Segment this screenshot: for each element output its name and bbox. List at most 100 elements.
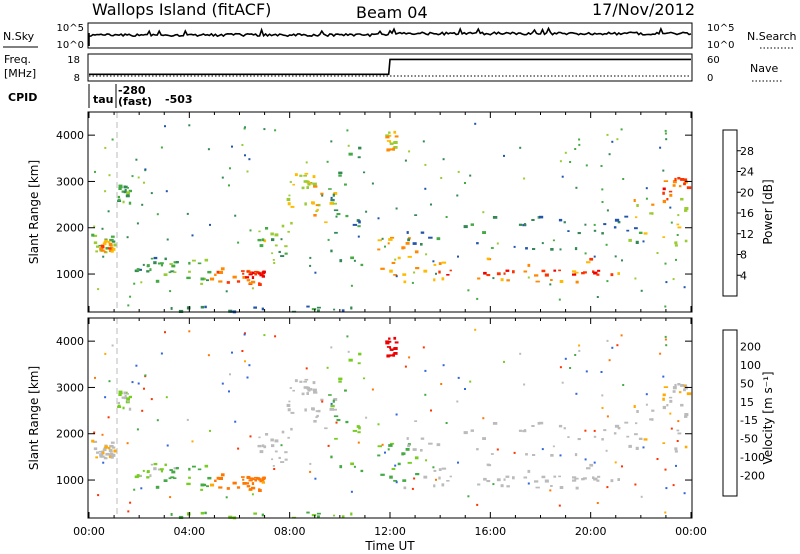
power-cell [388,134,392,137]
power-cell [160,263,163,267]
velocity-cell [666,404,669,407]
velocity-cell [257,444,262,448]
power-cell [191,234,194,237]
velocity-cell [578,344,581,347]
power-cell [525,247,528,250]
velocity-cell [422,346,425,349]
power-cell [684,239,688,243]
velocity-colorbar-tick-label: -50 [740,433,758,446]
power-cell [457,170,460,173]
velocity-cell [358,426,361,430]
velocity-cell [389,475,393,479]
colorbar-frame [722,329,738,497]
velocity-cell [391,467,396,470]
power-cell [675,258,677,261]
power-cell [523,270,528,273]
velocity-cell [344,389,347,392]
power-cell [553,269,557,272]
velocity-cell [633,405,636,408]
velocity-cell [274,439,279,443]
power-cell [226,281,230,284]
power-cell [261,275,265,278]
power-cell [207,148,210,151]
power-cell [600,165,603,167]
velocity-cell [272,465,275,467]
power-cell [242,276,247,279]
power-cell [358,146,362,150]
velocity-cell [574,354,577,356]
power-cell [377,239,382,242]
velocity-cell [338,380,342,383]
velocity-cell [357,431,361,434]
power-cell [273,262,276,264]
velocity-cell [261,444,265,448]
velocity-cell [242,478,245,481]
power-cell [503,154,505,157]
velocity-cell [643,438,648,441]
velocity-cell [490,453,494,455]
power-cell [329,202,334,205]
velocity-cell [128,395,132,399]
velocity-cell [243,333,246,336]
power-cell [314,271,317,274]
power-cell [91,233,95,237]
power-cell [188,124,191,127]
power-cell [624,215,629,218]
power-cell [457,255,459,258]
velocity-cell [593,429,596,432]
power-cell [476,242,479,245]
velocity-cell [126,442,129,445]
power-cell [309,264,312,267]
freq-tick-bottom: 8 [74,73,80,84]
power-cell [251,280,256,284]
power-cell [126,193,130,197]
power-cell [311,308,317,311]
velocity-cell [684,384,688,387]
velocity-cell [482,417,485,420]
power-cell [680,178,685,181]
velocity-cell [684,445,688,449]
velocity-cell [249,435,252,438]
velocity-cell [200,488,204,491]
velocity-cell [642,446,645,449]
power-cell [104,146,107,149]
velocity-cell [251,486,256,490]
power-cell [350,284,353,287]
velocity-cell [394,464,397,467]
velocity-cell [415,473,420,476]
power-cell [259,274,263,277]
power-cell [677,214,680,217]
power-cell [665,138,668,141]
velocity-cell [124,395,127,397]
frequency-panel: Freq. [MHz] 18 8 60 0 Nave [4,53,782,84]
power-cell [395,207,398,210]
velocity-cell [389,346,392,349]
power-cell [414,250,419,254]
power-cell [153,256,158,260]
velocity-cell [464,388,466,390]
station-title: Wallops Island (fitACF) [92,0,271,19]
velocity-cell [207,354,210,357]
power-cell [610,273,614,277]
velocity-cell [341,515,345,518]
velocity-cell [305,367,308,370]
velocity-cell [390,442,395,445]
velocity-cell [320,398,324,401]
velocity-cell [680,384,685,387]
power-cell [330,198,335,202]
velocity-cell [105,453,109,456]
power-cell [606,133,609,136]
velocity-cell [99,453,104,457]
power-cell [441,277,445,281]
velocity-cell [683,384,686,387]
x-tick-label: 08:00 [274,525,306,538]
velocity-cell [668,396,673,399]
power-cell [146,270,150,273]
velocity-cell [537,422,541,425]
power-cell [305,161,308,164]
power-cell [271,238,275,242]
power-cell [663,180,669,182]
power-cell [186,212,189,215]
velocity-cell [404,365,407,368]
power-cell [357,156,361,159]
